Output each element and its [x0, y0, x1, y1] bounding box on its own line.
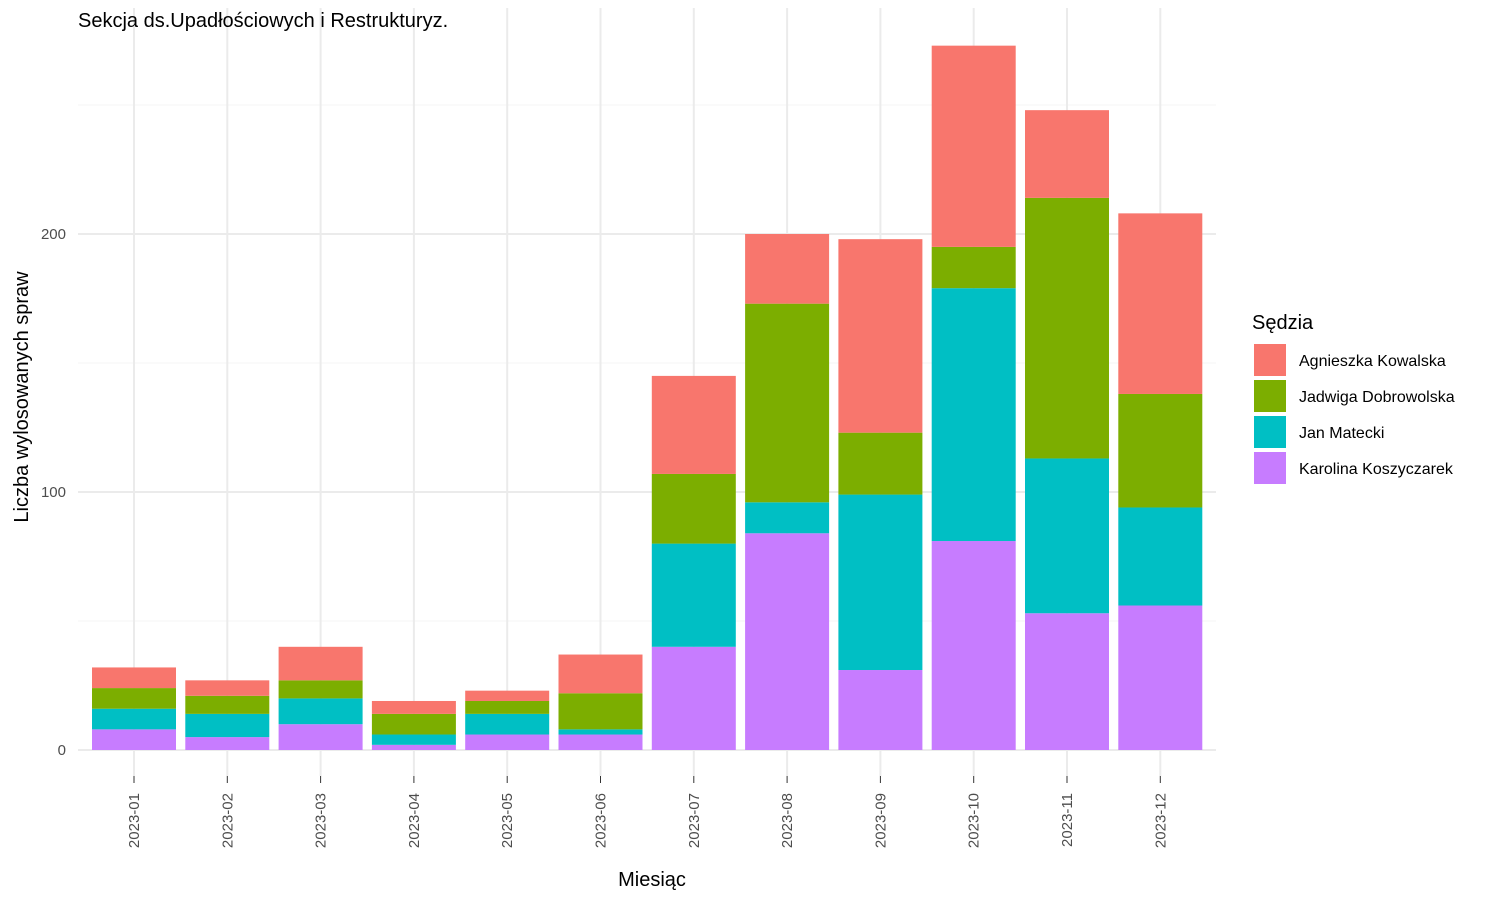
y-tick-label: 200 [41, 226, 66, 243]
bar-segment [278, 646, 363, 681]
bar-segment [465, 700, 550, 714]
bar-segment [185, 695, 270, 714]
bar-segment [92, 667, 176, 689]
bar-segment [745, 502, 830, 534]
bar-segment [745, 533, 830, 750]
y-axis-title: Liczba wylosowanych spraw [11, 271, 33, 523]
bar-segment [1118, 393, 1203, 508]
legend: Sędzia Agnieszka Kowalska Jadwiga Dobrowo… [1252, 312, 1455, 484]
bar-segment [1025, 110, 1109, 198]
bar-segment [558, 693, 643, 730]
y-tick-label: 100 [41, 484, 66, 501]
bar-segment [465, 734, 550, 750]
bar-segment [745, 234, 830, 304]
chart-title: Sekcja ds.Upadłościowych i Restrukturyz. [78, 10, 448, 32]
x-axis-ticks: 2023-01 2023-02 2023-03 2023-04 2023-05 2023-… [126, 776, 1169, 848]
bar-segment [1118, 213, 1203, 394]
x-tick-label: 2023-07 [686, 793, 703, 848]
bar-segment [931, 45, 1016, 247]
bars [92, 45, 1203, 750]
bar-segment [558, 734, 643, 750]
x-tick-label: 2023-08 [779, 793, 796, 848]
legend-label: Agnieszka Kowalska [1299, 353, 1446, 370]
bar-segment [278, 724, 363, 750]
x-tick-label: 2023-11 [1059, 793, 1076, 847]
bar-segment [558, 729, 643, 735]
legend-label: Karolina Koszyczarek [1299, 461, 1454, 478]
x-tick-label: 2023-01 [126, 793, 143, 848]
bar-segment [92, 708, 176, 730]
bar-segment [1025, 458, 1109, 614]
bar-segment [185, 713, 270, 738]
bar-segment [185, 680, 270, 696]
bar-segment [371, 713, 456, 735]
bar-segment [278, 680, 363, 699]
bar-segment [92, 729, 176, 750]
x-tick-label: 2023-04 [406, 793, 423, 848]
bar-segment [278, 698, 363, 725]
bar-segment [931, 246, 1016, 289]
bar-segment [558, 654, 643, 694]
bar-segment [465, 713, 550, 735]
bar-segment [651, 375, 736, 474]
bar-segment [931, 541, 1016, 750]
bar-segment [465, 690, 550, 701]
x-tick-label: 2023-09 [872, 793, 889, 848]
bar-segment [931, 288, 1016, 542]
legend-title: Sędzia [1252, 312, 1314, 334]
bar-segment [651, 543, 736, 647]
y-tick-label: 0 [58, 742, 66, 759]
bar-segment [371, 744, 456, 750]
bar-segment [1025, 197, 1109, 459]
bar-segment [838, 239, 923, 433]
bar-segment [838, 432, 923, 495]
legend-swatch [1254, 416, 1286, 448]
legend-swatch [1254, 380, 1286, 412]
x-tick-label: 2023-03 [313, 793, 330, 848]
x-tick-label: 2023-10 [966, 793, 983, 848]
legend-label: Jadwiga Dobrowolska [1299, 389, 1455, 406]
bar-segment [92, 688, 176, 709]
bar-segment [371, 700, 456, 714]
x-tick-label: 2023-05 [499, 793, 516, 848]
bar-segment [651, 646, 736, 750]
bar-segment [371, 734, 456, 745]
bar-segment [838, 494, 923, 671]
legend-swatch [1254, 344, 1286, 376]
bar-segment [1118, 605, 1203, 750]
bar-segment [185, 737, 270, 750]
x-tick-label: 2023-12 [1152, 793, 1169, 848]
x-tick-label: 2023-06 [593, 793, 610, 848]
bar-segment [838, 670, 923, 750]
legend-swatch [1254, 452, 1286, 484]
bar-segment [1025, 613, 1109, 750]
legend-label: Jan Matecki [1299, 425, 1384, 442]
y-axis-ticks: 0 100 200 [41, 226, 66, 759]
x-tick-label: 2023-02 [219, 793, 236, 848]
bar-segment [1118, 507, 1203, 606]
bar-segment [651, 473, 736, 544]
bar-segment [745, 303, 830, 503]
x-axis-title: Miesiąc [618, 869, 686, 891]
